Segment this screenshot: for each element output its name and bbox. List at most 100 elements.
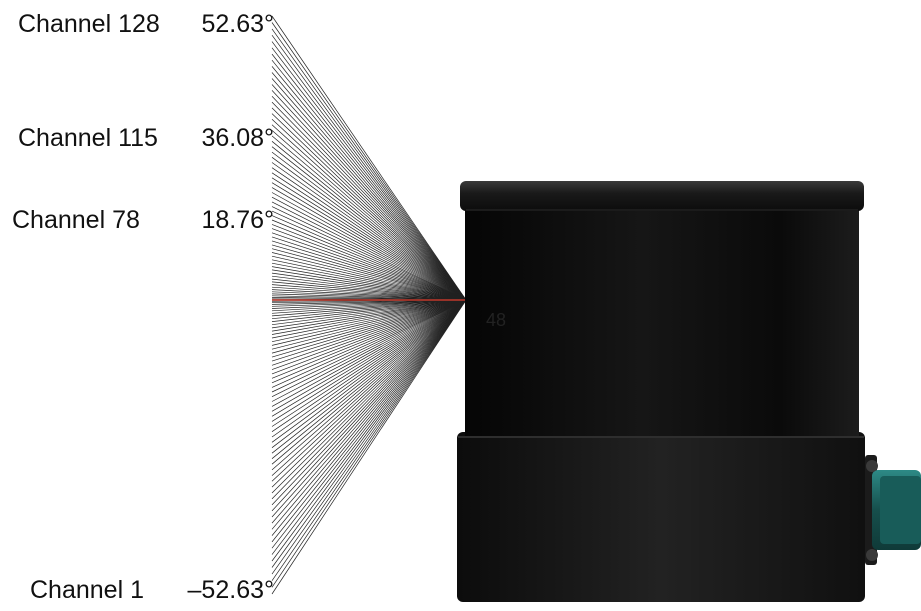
beam-line (271, 255, 467, 301)
beam-line (271, 299, 467, 343)
beam-line (271, 228, 467, 301)
beam-line (271, 210, 467, 301)
channel-label-1: Channel 1 (30, 576, 144, 604)
beam-line (271, 107, 467, 301)
beam-line (271, 299, 467, 595)
beam-line (271, 299, 467, 370)
beam-line (271, 192, 467, 301)
beam-line (271, 299, 467, 417)
beam-line (271, 278, 467, 301)
beam-line (271, 135, 467, 301)
beam-line (271, 113, 467, 301)
beam-line (271, 47, 467, 301)
beam-line (271, 244, 467, 301)
beam-line (271, 299, 467, 393)
channel-label-78: Channel 78 (12, 206, 140, 234)
beam-line (271, 141, 467, 301)
beam-line (271, 215, 467, 301)
beam-line (271, 22, 467, 301)
beam-line (271, 232, 467, 301)
beam-line (271, 299, 467, 500)
beam-line (271, 41, 467, 301)
beam-line (271, 299, 467, 412)
beam-line (271, 299, 467, 358)
beam-line (271, 299, 467, 575)
beam-line (271, 299, 467, 443)
channel-label-115: Channel 115 (18, 124, 158, 152)
beam-line (271, 299, 467, 427)
beam-line (271, 118, 467, 301)
beam-line (271, 78, 467, 301)
beam-line (271, 299, 467, 335)
beam-line (271, 299, 467, 339)
beam-line (271, 299, 467, 346)
lidar-sensor (457, 181, 921, 602)
beam-line (271, 248, 467, 301)
beam-line (271, 299, 467, 317)
beam-line (271, 299, 467, 322)
beam-line (271, 299, 467, 448)
beam-line (271, 299, 467, 388)
beam-line (271, 299, 467, 476)
beam-line (271, 299, 467, 366)
beam-line (271, 299, 467, 375)
beam-line (271, 262, 467, 301)
beam-line (271, 240, 467, 301)
sensor-body (465, 205, 859, 437)
beam-line (271, 299, 467, 512)
beam-line (271, 299, 467, 329)
beam-line (271, 252, 467, 301)
beam-line (271, 299, 467, 488)
beam-line (271, 281, 467, 301)
beam-line (271, 130, 467, 301)
beam-line (271, 299, 467, 530)
beam-line (271, 299, 467, 459)
beam-line (271, 28, 467, 301)
beam-line (271, 266, 467, 301)
beam-line (271, 299, 467, 362)
beam-line (271, 157, 467, 301)
beam-line (271, 187, 467, 301)
beam-line (271, 162, 467, 301)
beam-line (271, 34, 467, 301)
center-channel-label: 48 (486, 310, 506, 330)
beam-line (271, 84, 467, 301)
channel-label-128: Channel 128 (18, 10, 160, 38)
beam-line (271, 299, 467, 454)
sensor-base (457, 432, 865, 602)
beam-line (271, 299, 467, 407)
channel-angle-128: 52.63° (201, 10, 274, 38)
beam-line (271, 299, 467, 314)
beam-line (271, 299, 467, 350)
connector-icon (865, 455, 921, 565)
channel-angle-1: –52.63° (187, 576, 274, 604)
beam-line (271, 96, 467, 301)
beam-line (271, 124, 467, 301)
beam-line (271, 53, 467, 301)
beam-line (271, 299, 467, 524)
beam-line (271, 299, 467, 549)
beam-line (271, 201, 467, 301)
beam-line (271, 151, 467, 301)
beam-line (271, 299, 467, 555)
beam-line (271, 299, 467, 320)
beam-line (271, 299, 467, 482)
beam-line (271, 299, 467, 562)
beam-line (271, 66, 467, 301)
beam-line (271, 15, 467, 301)
beam-line (271, 272, 467, 301)
beam-line (271, 177, 467, 301)
beam-line (271, 299, 467, 581)
beam-line (271, 146, 467, 301)
beam-line (271, 299, 467, 307)
beam-line (271, 299, 467, 379)
beam-line (271, 299, 467, 588)
beam-line (271, 299, 467, 543)
beam-line (271, 206, 467, 301)
beam-line (271, 299, 467, 494)
beam-line (271, 59, 467, 301)
beam-line (271, 284, 467, 301)
beam-line (271, 299, 467, 309)
beam-line (271, 299, 467, 312)
